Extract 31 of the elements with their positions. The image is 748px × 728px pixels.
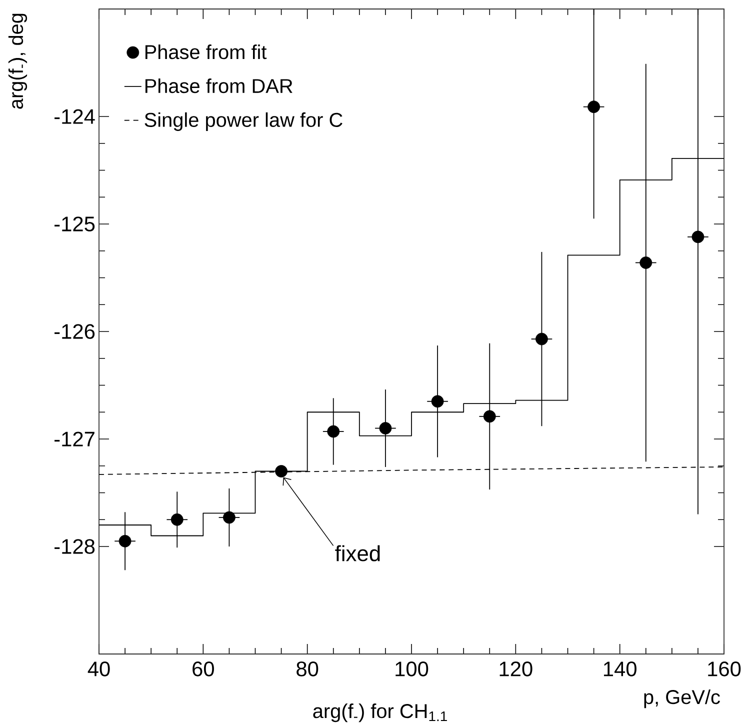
annotation: fixed bbox=[335, 545, 380, 562]
point bbox=[431, 395, 444, 408]
legend-label: Phase from fit bbox=[145, 44, 267, 60]
x-tick-label: 60 bbox=[192, 662, 214, 676]
point bbox=[275, 465, 288, 478]
y-tick-label: -127 bbox=[54, 432, 94, 446]
point bbox=[327, 425, 340, 438]
point bbox=[536, 332, 548, 346]
point bbox=[483, 410, 496, 423]
point bbox=[223, 511, 236, 524]
point bbox=[588, 100, 600, 114]
legend-label: Phase from DAR bbox=[145, 78, 292, 94]
legend-label: Single power law for C bbox=[144, 112, 342, 131]
x-tick-label: 40 bbox=[88, 662, 110, 676]
x-axis-title: p, GeV/c bbox=[644, 690, 720, 708]
y-tick-label: -126 bbox=[54, 324, 95, 339]
point bbox=[118, 534, 132, 548]
y-tick-label: -128 bbox=[54, 539, 95, 554]
point bbox=[379, 422, 392, 434]
x-tick-label: 100 bbox=[396, 662, 428, 676]
y-tick-label: -124 bbox=[54, 109, 95, 124]
point bbox=[640, 256, 652, 269]
y-axis-title: arg(f$_{-}$), deg bbox=[8, 14, 28, 109]
x-tick-label: 120 bbox=[500, 662, 532, 676]
point bbox=[692, 230, 704, 244]
x-tick-label: 160 bbox=[708, 662, 741, 676]
text: arg(f$_{-}$) for CH$_{1.1}$ bbox=[313, 704, 447, 722]
x-tick-label: 80 bbox=[296, 662, 318, 676]
y-tick-label: -125 bbox=[54, 216, 95, 232]
point bbox=[170, 513, 184, 526]
x-tick-label: 140 bbox=[604, 662, 636, 676]
